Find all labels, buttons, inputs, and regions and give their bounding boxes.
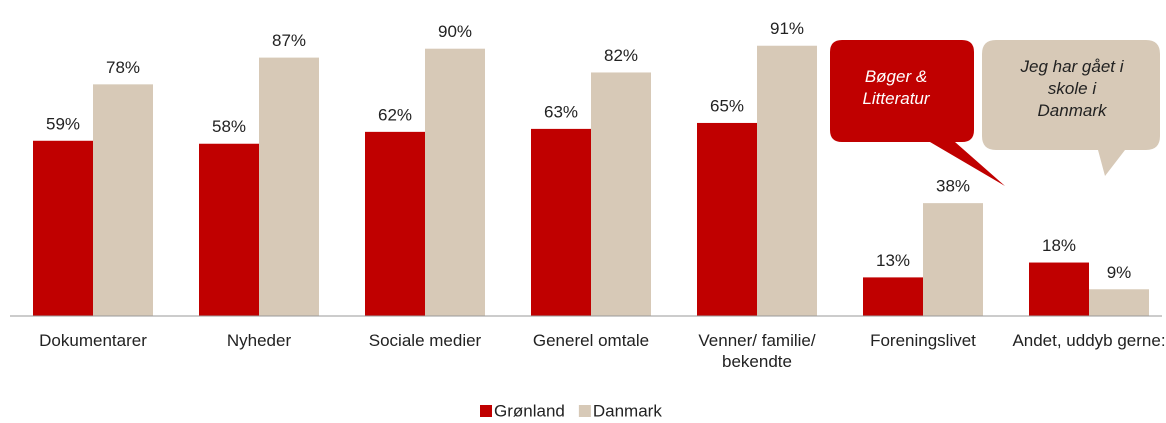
bar	[259, 57, 319, 317]
x-tick-label: Venner/ familie/ bekendte	[698, 331, 816, 371]
data-label: 13%	[876, 251, 910, 270]
data-label: 90%	[438, 22, 472, 41]
data-label: 63%	[544, 102, 578, 121]
data-label: 82%	[604, 46, 638, 65]
data-label: 38%	[936, 177, 970, 196]
bar	[531, 128, 591, 316]
x-tick-label: Nyheder	[226, 331, 292, 350]
x-tick-label: Dokumentarer	[39, 331, 147, 350]
legend-swatch	[578, 405, 591, 417]
legend-swatch	[480, 405, 492, 417]
legend-label: Danmark	[593, 401, 662, 420]
bar	[93, 84, 153, 316]
x-tick-label: Sociale medier	[368, 331, 482, 350]
data-label: 58%	[212, 117, 246, 136]
annotation: Jeg har gået i skole i Danmark	[1020, 57, 1124, 120]
data-label: 78%	[106, 58, 140, 77]
bar	[863, 277, 923, 316]
x-tick-label: Foreningslivet	[870, 331, 976, 350]
data-label: 87%	[272, 31, 306, 50]
annotation: Bøger & Litteratur	[862, 67, 930, 108]
callout-beige	[982, 40, 1160, 176]
legend-label: Grønland	[494, 401, 565, 420]
bar	[1089, 289, 1149, 316]
bar	[923, 203, 983, 316]
bar	[33, 140, 93, 316]
x-tick-label: Andet, uddyb gerne:	[1012, 331, 1166, 350]
data-label: 9%	[1107, 263, 1132, 282]
bar	[757, 45, 817, 316]
data-label: 91%	[770, 19, 804, 38]
data-label: 65%	[710, 96, 744, 115]
bar	[365, 131, 425, 316]
data-label: 18%	[1042, 236, 1076, 255]
bar	[425, 48, 485, 316]
data-label: 59%	[46, 114, 80, 133]
callout-red	[830, 40, 1005, 186]
bar	[591, 72, 651, 317]
bar	[199, 143, 259, 316]
x-tick-label: Generel omtale	[532, 331, 650, 350]
bar	[1029, 262, 1089, 316]
data-label: 62%	[378, 105, 412, 124]
bar	[697, 122, 757, 316]
